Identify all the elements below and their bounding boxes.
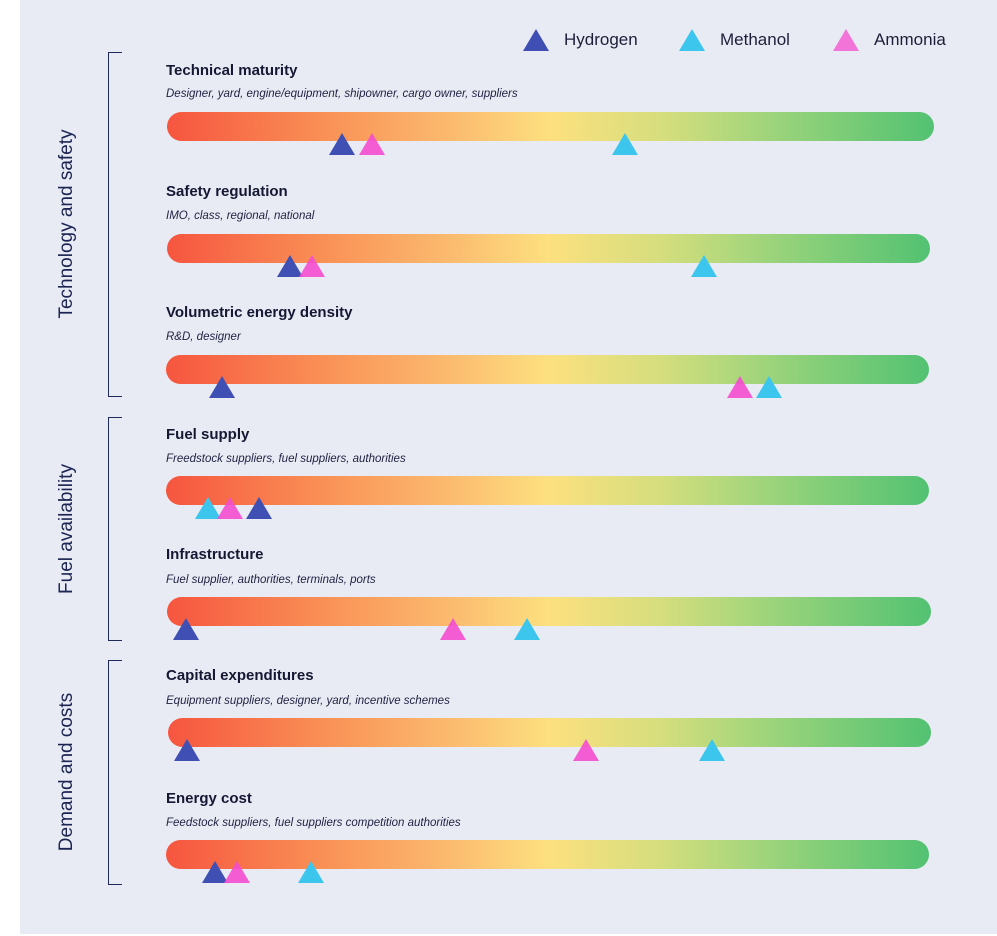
hydrogen-triangle-icon — [523, 29, 549, 51]
methanol-triangle-icon — [679, 29, 705, 51]
hydrogen-marker — [276, 255, 303, 277]
ammonia-triangle-icon — [833, 29, 859, 51]
group-bracket-demand — [108, 660, 122, 885]
ammonia-marker — [726, 376, 753, 398]
group-bracket-technology — [108, 52, 122, 397]
methanol-marker — [756, 376, 783, 398]
diagram-panel — [20, 0, 997, 934]
ammonia-marker — [299, 255, 326, 277]
hydrogen-marker — [209, 376, 236, 398]
hydrogen-marker — [246, 497, 273, 519]
row-title: Energy cost — [166, 790, 252, 807]
row-subtitle: Feedstock suppliers, fuel suppliers comp… — [166, 817, 461, 829]
row-subtitle: Freedstock suppliers, fuel suppliers, au… — [166, 453, 406, 465]
group-label-fuel: Fuel availability — [56, 464, 77, 594]
row-title: Fuel supply — [166, 426, 250, 443]
gradient-bar — [166, 476, 929, 505]
methanol-marker — [194, 497, 221, 519]
row-title: Technical maturity — [166, 62, 298, 79]
ammonia-marker — [359, 133, 386, 155]
hydrogen-marker — [329, 133, 356, 155]
legend-item-ammonia: Ammonia — [832, 28, 946, 52]
gradient-bar — [167, 234, 930, 263]
gradient-bar — [168, 718, 931, 747]
gradient-bar — [167, 597, 931, 626]
gradient-bar — [167, 112, 934, 141]
row-subtitle: Designer, yard, engine/equipment, shipow… — [166, 88, 518, 100]
group-label-technology: Technology and safety — [56, 129, 77, 319]
gradient-bar — [166, 840, 929, 869]
group-label-demand: Demand and costs — [56, 692, 77, 852]
legend-label-methanol: Methanol — [720, 30, 790, 49]
gradient-bar — [166, 355, 929, 384]
row-title: Infrastructure — [166, 546, 264, 563]
legend-label-ammonia: Ammonia — [874, 30, 946, 49]
methanol-marker — [298, 861, 325, 883]
hydrogen-marker — [201, 861, 228, 883]
row-subtitle: Fuel supplier, authorities, terminals, p… — [166, 574, 376, 586]
legend-item-methanol: Methanol — [678, 28, 790, 52]
row-subtitle: R&D, designer — [166, 331, 241, 343]
methanol-marker — [699, 739, 726, 761]
legend-item-hydrogen: Hydrogen — [522, 28, 638, 52]
hydrogen-marker — [174, 739, 201, 761]
ammonia-marker — [224, 861, 251, 883]
methanol-marker — [611, 133, 638, 155]
row-title: Capital expenditures — [166, 667, 314, 684]
hydrogen-marker — [173, 618, 200, 640]
methanol-marker — [513, 618, 540, 640]
row-title: Safety regulation — [166, 183, 288, 200]
row-subtitle: Equipment suppliers, designer, yard, inc… — [166, 695, 450, 707]
group-bracket-fuel — [108, 417, 122, 641]
methanol-marker — [690, 255, 717, 277]
legend-label-hydrogen: Hydrogen — [564, 30, 638, 49]
row-subtitle: IMO, class, regional, national — [166, 210, 315, 222]
ammonia-marker — [216, 497, 243, 519]
ammonia-marker — [439, 618, 466, 640]
row-title: Volumetric energy density — [166, 304, 353, 321]
ammonia-marker — [573, 739, 600, 761]
